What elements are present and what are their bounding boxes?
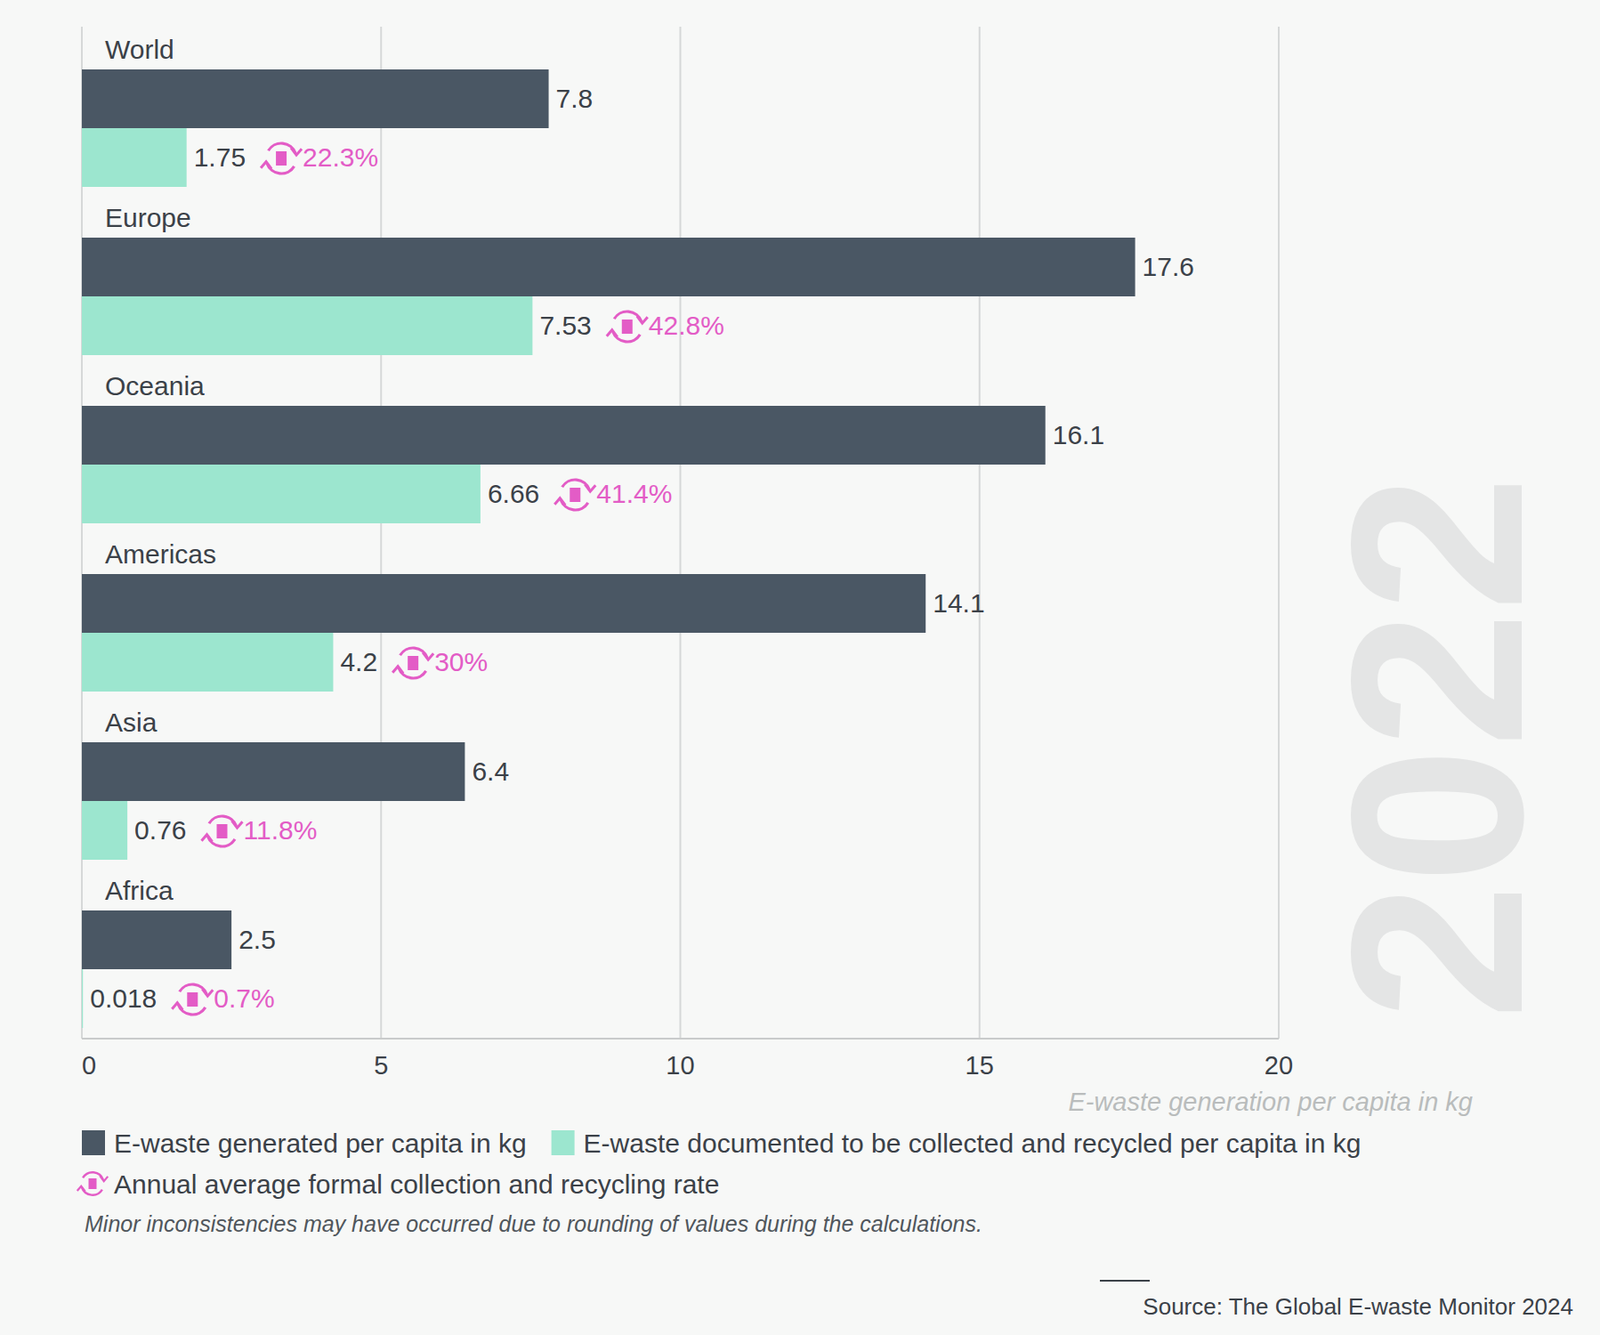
rate-label: 41.4% — [596, 478, 672, 509]
data-label: 6.66 — [487, 478, 540, 509]
data-label: 16.1 — [1052, 420, 1105, 450]
bar — [81, 464, 481, 524]
data-label: 17.6 — [1142, 251, 1195, 282]
legend: E-waste generated per capita in kg E-wast… — [77, 1128, 1362, 1199]
rate-label: 30% — [434, 646, 488, 677]
legend-label: Annual average formal collection and rec… — [113, 1169, 720, 1199]
rate-label: 11.8% — [243, 815, 318, 845]
grid-line — [379, 26, 382, 1039]
category-label: Asia — [105, 707, 158, 737]
data-label: 2.5 — [238, 924, 276, 954]
grid-line — [978, 26, 981, 1039]
category-label: Europe — [105, 202, 192, 233]
grid-line — [1277, 26, 1280, 1039]
chart: 2022 0 5 10 15 20 E-waste generation per capit… — [0, 0, 1600, 1335]
data-label: 14.1 — [932, 588, 985, 618]
legend-label: E-waste generated per capita in kg — [113, 1128, 527, 1158]
rate-icon-chip — [569, 487, 581, 502]
rate-icon-arrow — [554, 498, 566, 506]
bar — [81, 296, 533, 356]
x-axis-line — [81, 1037, 1279, 1040]
data-label: 7.8 — [556, 83, 594, 114]
legend-swatch — [551, 1130, 575, 1156]
tick-label: 15 — [965, 1050, 994, 1080]
rate-icon-arrow — [392, 666, 404, 674]
bar — [81, 573, 926, 633]
bar — [81, 969, 83, 1028]
bar — [81, 742, 465, 801]
bar — [81, 237, 1136, 297]
grid-line — [679, 26, 682, 1039]
rate-icon-chip — [407, 655, 419, 671]
rate-icon-arrow — [260, 161, 272, 170]
rate-icon-arrow — [231, 820, 243, 828]
data-label: 0.76 — [134, 815, 186, 845]
rate-icon-arrow — [99, 1175, 108, 1181]
rate-icon-arrow — [584, 484, 596, 492]
category-label: Americas — [105, 539, 217, 569]
labels: World 7.8 1.75 22.3% Europe 17.6 7.53 42.8% Ocea… — [89, 34, 1195, 1015]
rate-label: 0.7% — [213, 983, 275, 1013]
source: Source: The Global E-waste Monitor 2024 — [1142, 1292, 1574, 1320]
rate-icon — [77, 1171, 108, 1196]
rate-icon — [554, 479, 596, 510]
data-label: 6.4 — [471, 756, 510, 786]
rate-icon-arrow — [290, 147, 302, 155]
rate-icon-chip — [622, 319, 633, 334]
rate-icon-arrow — [77, 1186, 86, 1192]
rate-icon-arrow — [422, 652, 434, 660]
bar — [81, 632, 333, 692]
legend-swatch — [81, 1130, 106, 1156]
rate-label: 22.3% — [302, 142, 379, 172]
category-label: Africa — [105, 875, 174, 906]
bar — [81, 910, 232, 970]
tick-label: 0 — [81, 1050, 97, 1080]
rate-icon-chip — [186, 992, 198, 1007]
tick-label: 5 — [373, 1050, 388, 1080]
tick-label: 10 — [665, 1050, 695, 1080]
rate-icon — [606, 311, 648, 342]
data-label: 4.2 — [339, 646, 378, 677]
legend-label: E-waste documented to be collected and r… — [583, 1128, 1362, 1158]
category-label: World — [105, 34, 175, 65]
bar — [81, 800, 128, 860]
bar — [81, 69, 550, 129]
rate-icon — [201, 816, 243, 847]
tick-label: 20 — [1264, 1050, 1293, 1080]
watermark: 2022 — [1300, 475, 1574, 1020]
rate-icon-arrow — [171, 1002, 183, 1011]
bar — [81, 128, 187, 187]
rate-icon-chip — [88, 1178, 97, 1189]
rate-icon — [171, 984, 213, 1015]
note: Minor inconsistencies may have occurred … — [84, 1211, 983, 1237]
data-label: 7.53 — [539, 310, 591, 340]
rate-icon-chip — [275, 151, 287, 166]
data-label: 1.75 — [193, 142, 246, 172]
bars — [81, 69, 1136, 1028]
rate-icon-arrow — [606, 330, 618, 338]
rate-icon-chip — [217, 824, 228, 839]
rate-icon — [260, 143, 302, 174]
rate-icon-arrow — [637, 315, 648, 324]
rate-icon-arrow — [202, 988, 213, 996]
source-rule — [1099, 1279, 1150, 1282]
rate-icon — [392, 647, 434, 679]
category-label: Oceania — [105, 371, 205, 401]
data-label: 0.018 — [89, 983, 157, 1013]
axis-title: E-waste generation per capita in kg — [1067, 1087, 1473, 1116]
rate-icon-arrow — [201, 834, 212, 842]
bar — [81, 405, 1046, 465]
rate-label: 42.8% — [648, 310, 725, 340]
